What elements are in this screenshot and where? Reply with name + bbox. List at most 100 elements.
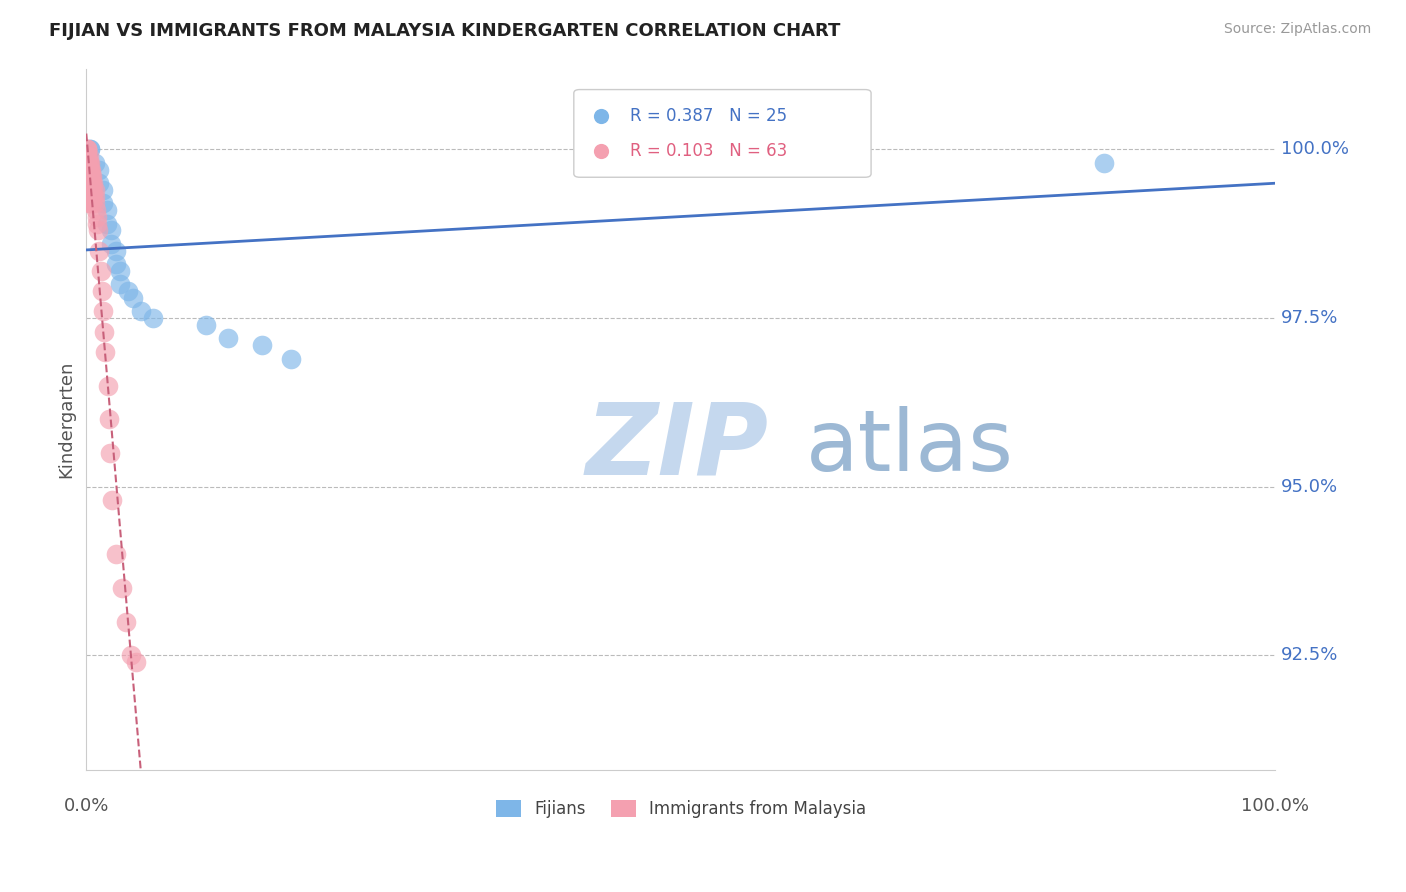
Point <box>121 291 143 305</box>
Point <box>80 189 103 203</box>
Text: 100.0%: 100.0% <box>1241 797 1309 815</box>
Point <box>82 189 104 203</box>
Point <box>80 183 103 197</box>
Point <box>82 189 104 203</box>
Point <box>105 244 128 258</box>
Point <box>195 318 218 332</box>
Point <box>79 162 101 177</box>
Point <box>83 183 105 197</box>
Point <box>77 176 100 190</box>
Point <box>108 277 131 292</box>
Point <box>76 149 98 163</box>
Point <box>91 304 114 318</box>
Point <box>79 169 101 184</box>
Point <box>77 169 100 184</box>
Point <box>79 156 101 170</box>
Point <box>91 196 114 211</box>
Point <box>76 143 98 157</box>
Text: FIJIAN VS IMMIGRANTS FROM MALAYSIA KINDERGARTEN CORRELATION CHART: FIJIAN VS IMMIGRANTS FROM MALAYSIA KINDE… <box>49 22 841 40</box>
Point <box>89 176 111 190</box>
Point <box>79 162 101 177</box>
Point <box>97 378 120 392</box>
Point <box>96 217 118 231</box>
Point <box>79 196 101 211</box>
Text: 92.5%: 92.5% <box>1281 647 1339 665</box>
Point <box>82 176 104 190</box>
Point <box>129 304 152 318</box>
Point <box>79 176 101 190</box>
Text: ZIP: ZIP <box>586 399 769 496</box>
FancyBboxPatch shape <box>574 89 872 178</box>
Point <box>91 183 114 197</box>
Point <box>77 156 100 170</box>
Point <box>82 169 104 184</box>
Point <box>100 236 122 251</box>
Point <box>77 196 100 211</box>
Text: Source: ZipAtlas.com: Source: ZipAtlas.com <box>1223 22 1371 37</box>
Point <box>121 648 143 663</box>
Point <box>1092 156 1115 170</box>
Point <box>252 338 274 352</box>
Point <box>97 412 120 426</box>
Point <box>83 189 105 203</box>
Text: 95.0%: 95.0% <box>1281 478 1339 496</box>
Point <box>79 143 101 157</box>
Point <box>82 183 104 197</box>
Point <box>105 547 128 561</box>
Point <box>94 344 117 359</box>
Point <box>280 351 302 366</box>
Point <box>93 325 115 339</box>
Text: 100.0%: 100.0% <box>1281 140 1350 159</box>
Point <box>101 493 124 508</box>
Point <box>77 162 100 177</box>
Point <box>117 284 139 298</box>
Point <box>125 655 148 669</box>
Point <box>87 223 110 237</box>
Point <box>591 601 613 615</box>
Point <box>76 149 98 163</box>
Point <box>217 331 239 345</box>
Point <box>77 149 100 163</box>
Point <box>114 615 136 629</box>
Point <box>79 189 101 203</box>
Point <box>90 264 112 278</box>
Point <box>82 176 104 190</box>
Text: 97.5%: 97.5% <box>1281 310 1339 327</box>
Point <box>100 223 122 237</box>
Point <box>83 196 105 211</box>
Point <box>108 264 131 278</box>
Point <box>96 203 118 218</box>
Point <box>86 210 108 224</box>
Point <box>98 446 121 460</box>
Point <box>845 143 868 157</box>
Point <box>79 183 101 197</box>
Point <box>89 162 111 177</box>
Point <box>76 176 98 190</box>
Text: R = 0.387   N = 25: R = 0.387 N = 25 <box>630 107 787 125</box>
Point <box>86 217 108 231</box>
Point <box>82 183 104 197</box>
Point <box>84 203 107 218</box>
Point <box>90 284 112 298</box>
Point <box>77 183 100 197</box>
Point <box>80 169 103 184</box>
Point <box>82 196 104 211</box>
Point <box>76 149 98 163</box>
Text: R = 0.103   N = 63: R = 0.103 N = 63 <box>630 142 787 160</box>
Text: atlas: atlas <box>806 406 1014 489</box>
Point <box>83 156 105 170</box>
Point <box>76 156 98 170</box>
Point <box>76 143 98 157</box>
Legend: Fijians, Immigrants from Malaysia: Fijians, Immigrants from Malaysia <box>489 793 873 825</box>
Point <box>76 169 98 184</box>
Point <box>77 156 100 170</box>
Point <box>105 257 128 271</box>
Point <box>80 176 103 190</box>
Point <box>77 189 100 203</box>
Point <box>89 244 111 258</box>
Y-axis label: Kindergarten: Kindergarten <box>58 360 75 478</box>
Point <box>76 162 98 177</box>
Point <box>79 143 101 157</box>
Point <box>111 581 134 595</box>
Text: 0.0%: 0.0% <box>63 797 110 815</box>
